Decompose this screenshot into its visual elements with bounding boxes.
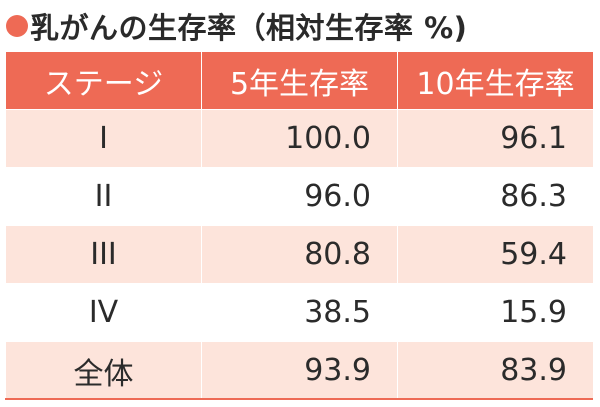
table-row: III 80.8 59.4: [5, 225, 594, 284]
table-row: 全体 93.9 83.9: [5, 341, 594, 400]
stage-cell: I: [5, 109, 202, 168]
stage-cell: III: [5, 225, 202, 284]
five-year-cell: 38.5: [201, 283, 398, 342]
ten-year-cell: 59.4: [397, 225, 594, 284]
title-row: 乳がんの生存率（相対生存率 %): [6, 4, 467, 48]
table-row: IV 38.5 15.9: [5, 283, 594, 342]
header-stage: ステージ: [5, 51, 202, 110]
five-year-cell: 93.9: [201, 341, 398, 400]
table-row: II 96.0 86.3: [5, 167, 594, 226]
stage-cell: IV: [5, 283, 202, 342]
table-row: I 100.0 96.1: [5, 109, 594, 168]
header-ten-year: 10年生存率: [397, 51, 594, 110]
data-table: ステージ 5年生存率 10年生存率 I 100.0 96.1 II 96.0 8…: [5, 51, 594, 400]
stage-cell: 全体: [5, 341, 202, 400]
five-year-cell: 96.0: [201, 167, 398, 226]
five-year-cell: 100.0: [201, 109, 398, 168]
table-bottom-rule: [5, 398, 593, 400]
table-header-row: ステージ 5年生存率 10年生存率: [5, 51, 594, 110]
page-title: 乳がんの生存率（相対生存率 %): [30, 11, 468, 45]
ten-year-cell: 83.9: [397, 341, 594, 400]
survival-rate-table: ステージ 5年生存率 10年生存率 I 100.0 96.1 II 96.0 8…: [5, 51, 594, 400]
ten-year-cell: 15.9: [397, 283, 594, 342]
stage-cell: II: [5, 167, 202, 226]
bullet-dot-icon: [6, 15, 28, 37]
five-year-cell: 80.8: [201, 225, 398, 284]
header-five-year: 5年生存率: [201, 51, 398, 110]
ten-year-cell: 96.1: [397, 109, 594, 168]
ten-year-cell: 86.3: [397, 167, 594, 226]
